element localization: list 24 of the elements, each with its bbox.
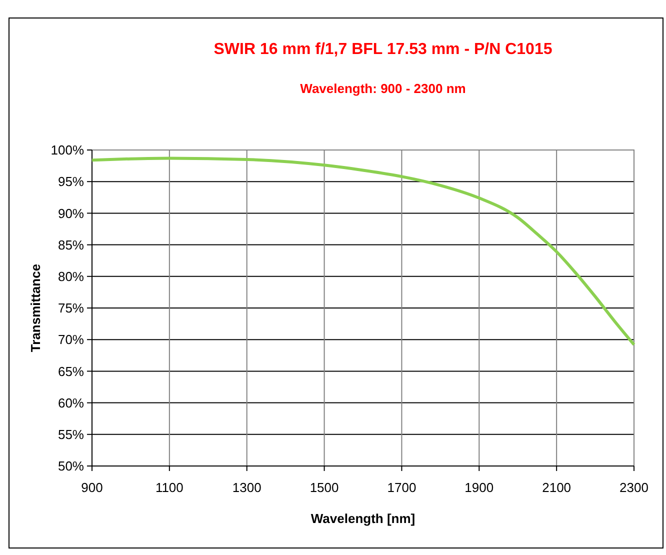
y-tick-label: 75% [58, 300, 84, 316]
y-tick-label: 60% [58, 395, 84, 410]
x-tick-label: 1300 [232, 480, 262, 495]
x-tick-label: 1500 [310, 480, 339, 495]
x-tick-label: 2300 [620, 480, 648, 495]
y-axis-title: Transmittance [28, 264, 43, 352]
y-tick-label: 100% [50, 142, 84, 158]
y-tick-label: 65% [58, 364, 84, 379]
x-tick-label: 1900 [464, 480, 494, 495]
chart-title: SWIR 16 mm f/1,7 BFL 17.53 mm - P/N C1015 [214, 41, 552, 58]
y-tick-label: 85% [58, 237, 84, 252]
y-tick-label: 50% [58, 458, 84, 474]
x-tick-label: 900 [81, 480, 103, 495]
x-axis-title: Wavelength [nm] [310, 511, 416, 526]
x-tick-label: 2100 [542, 480, 572, 495]
line-series [90, 156, 636, 346]
y-tick-label: 70% [58, 332, 84, 348]
x-tick-label: 1100 [155, 480, 184, 495]
x-tick-label: 1700 [387, 480, 416, 495]
y-tick-label: 55% [58, 426, 84, 442]
y-tick-label: 80% [58, 268, 84, 284]
chart-subtitle: Wavelength: 900 - 2300 nm [300, 81, 466, 96]
y-tick-label: 95% [58, 174, 84, 190]
y-tick-label: 90% [58, 206, 84, 221]
